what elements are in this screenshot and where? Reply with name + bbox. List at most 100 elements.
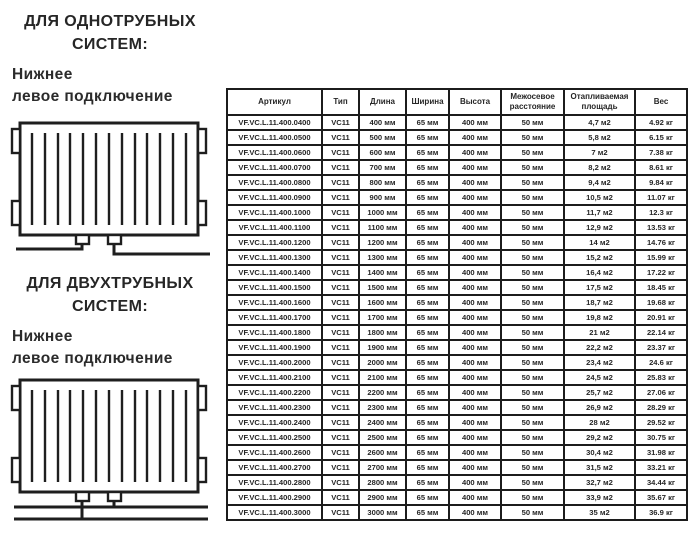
cell-weight: 13.53 кг xyxy=(634,219,688,236)
cell-type: VC11 xyxy=(321,114,360,131)
table-row: VF.VC.L.11.400.2500 VC11 2500 мм 65 мм 400 м… xyxy=(226,429,688,446)
cell-width: 65 мм xyxy=(405,384,450,401)
col-header-heated-area: Отапливаемая площадь xyxy=(563,88,636,116)
cell-article: VF.VC.L.11.400.2900 xyxy=(226,489,323,506)
cell-width: 65 мм xyxy=(405,324,450,341)
cell-heated-area: 18,7 м2 xyxy=(563,294,636,311)
cell-article: VF.VC.L.11.400.1100 xyxy=(226,219,323,236)
cell-article: VF.VC.L.11.400.0900 xyxy=(226,189,323,206)
cell-width: 65 мм xyxy=(405,174,450,191)
spec-table: Артикул Тип Длина Ширина Высота Межосево… xyxy=(226,88,688,521)
cell-height: 400 мм xyxy=(448,114,502,131)
cell-article: VF.VC.L.11.400.1700 xyxy=(226,309,323,326)
cell-length: 600 мм xyxy=(358,144,407,161)
cell-heated-area: 8,2 м2 xyxy=(563,159,636,176)
cell-length: 700 мм xyxy=(358,159,407,176)
table-row: VF.VC.L.11.400.1200 VC11 1200 мм 65 мм 400 м… xyxy=(226,234,688,251)
table-row: VF.VC.L.11.400.2800 VC11 2800 мм 65 мм 400 м… xyxy=(226,474,688,491)
cell-weight: 14.76 кг xyxy=(634,234,688,251)
cell-heated-area: 35 м2 xyxy=(563,504,636,521)
table-row: VF.VC.L.11.400.1900 VC11 1900 мм 65 мм 400 м… xyxy=(226,339,688,356)
cell-weight: 23.37 кг xyxy=(634,339,688,356)
cell-article: VF.VC.L.11.400.1900 xyxy=(226,339,323,356)
cell-heated-area: 7 м2 xyxy=(563,144,636,161)
cell-article: VF.VC.L.11.400.1400 xyxy=(226,264,323,281)
cell-length: 2500 мм xyxy=(358,429,407,446)
cell-height: 400 мм xyxy=(448,474,502,491)
cell-type: VC11 xyxy=(321,249,360,266)
cell-type: VC11 xyxy=(321,144,360,161)
cell-weight: 15.99 кг xyxy=(634,249,688,266)
table-row: VF.VC.L.11.400.2600 VC11 2600 мм 65 мм 400 м… xyxy=(226,444,688,461)
cell-length: 1900 мм xyxy=(358,339,407,356)
cell-type: VC11 xyxy=(321,369,360,386)
cell-length: 1400 мм xyxy=(358,264,407,281)
table-row: VF.VC.L.11.400.1500 VC11 1500 мм 65 мм 400 м… xyxy=(226,279,688,296)
cell-width: 65 мм xyxy=(405,264,450,281)
cell-type: VC11 xyxy=(321,264,360,281)
two-pipe-radiator-diagram-icon xyxy=(10,378,208,521)
cell-axle-distance: 50 мм xyxy=(500,444,565,461)
cell-axle-distance: 50 мм xyxy=(500,459,565,476)
cell-width: 65 мм xyxy=(405,504,450,521)
cell-type: VC11 xyxy=(321,204,360,221)
cell-axle-distance: 50 мм xyxy=(500,204,565,221)
cell-axle-distance: 50 мм xyxy=(500,264,565,281)
cell-length: 1300 мм xyxy=(358,249,407,266)
cell-width: 65 мм xyxy=(405,354,450,371)
cell-height: 400 мм xyxy=(448,414,502,431)
cell-type: VC11 xyxy=(321,384,360,401)
cell-type: VC11 xyxy=(321,219,360,236)
col-header-length: Длина xyxy=(358,88,407,116)
cell-weight: 18.45 кг xyxy=(634,279,688,296)
cell-heated-area: 16,4 м2 xyxy=(563,264,636,281)
cell-weight: 7.38 кг xyxy=(634,144,688,161)
cell-heated-area: 10,5 м2 xyxy=(563,189,636,206)
cell-weight: 12.3 кг xyxy=(634,204,688,221)
cell-type: VC11 xyxy=(321,189,360,206)
cell-type: VC11 xyxy=(321,339,360,356)
cell-weight: 36.9 кг xyxy=(634,504,688,521)
cell-width: 65 мм xyxy=(405,279,450,296)
table-row: VF.VC.L.11.400.0500 VC11 500 мм 65 мм 400 мм… xyxy=(226,129,688,146)
cell-weight: 25.83 кг xyxy=(634,369,688,386)
table-row: VF.VC.L.11.400.0800 VC11 800 мм 65 мм 400 мм… xyxy=(226,174,688,191)
cell-height: 400 мм xyxy=(448,189,502,206)
cell-heated-area: 24,5 м2 xyxy=(563,369,636,386)
table-row: VF.VC.L.11.400.3000 VC11 3000 мм 65 мм 400 м… xyxy=(226,504,688,521)
cell-weight: 29.52 кг xyxy=(634,414,688,431)
cell-length: 1200 мм xyxy=(358,234,407,251)
table-row: VF.VC.L.11.400.1100 VC11 1100 мм 65 мм 400 м… xyxy=(226,219,688,236)
cell-length: 2000 мм xyxy=(358,354,407,371)
cell-weight: 9.84 кг xyxy=(634,174,688,191)
table-row: VF.VC.L.11.400.1800 VC11 1800 мм 65 мм 400 м… xyxy=(226,324,688,341)
cell-type: VC11 xyxy=(321,504,360,521)
cell-width: 65 мм xyxy=(405,444,450,461)
cell-heated-area: 28 м2 xyxy=(563,414,636,431)
cell-weight: 20.91 кг xyxy=(634,309,688,326)
cell-weight: 30.75 кг xyxy=(634,429,688,446)
table-row: VF.VC.L.11.400.2700 VC11 2700 мм 65 мм 400 м… xyxy=(226,459,688,476)
cell-article: VF.VC.L.11.400.2600 xyxy=(226,444,323,461)
cell-type: VC11 xyxy=(321,444,360,461)
cell-weight: 24.6 кг xyxy=(634,354,688,371)
table-row: VF.VC.L.11.400.2100 VC11 2100 мм 65 мм 400 м… xyxy=(226,369,688,386)
section-title-two-pipe: ДЛЯ ДВУХТРУБНЫХ СИСТЕМ: xyxy=(8,272,212,318)
cell-heated-area: 33,9 м2 xyxy=(563,489,636,506)
cell-width: 65 мм xyxy=(405,474,450,491)
cell-length: 3000 мм xyxy=(358,504,407,521)
connection-label-line: Нижнее xyxy=(12,66,73,83)
cell-axle-distance: 50 мм xyxy=(500,399,565,416)
cell-heated-area: 11,7 м2 xyxy=(563,204,636,221)
cell-width: 65 мм xyxy=(405,159,450,176)
connection-label-one-pipe: Нижнее левое подключение xyxy=(12,64,216,109)
cell-article: VF.VC.L.11.400.0500 xyxy=(226,129,323,146)
cell-heated-area: 21 м2 xyxy=(563,324,636,341)
cell-article: VF.VC.L.11.400.0600 xyxy=(226,144,323,161)
col-header-type: Тип xyxy=(321,88,360,116)
cell-length: 2300 мм xyxy=(358,399,407,416)
cell-height: 400 мм xyxy=(448,174,502,191)
cell-heated-area: 5,8 м2 xyxy=(563,129,636,146)
cell-heated-area: 9,4 м2 xyxy=(563,174,636,191)
cell-height: 400 мм xyxy=(448,309,502,326)
